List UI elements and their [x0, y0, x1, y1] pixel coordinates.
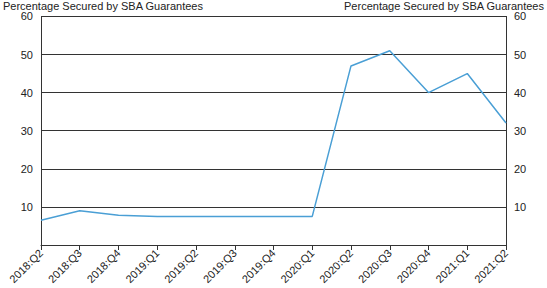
svg-text:30: 30	[514, 125, 526, 137]
svg-text:40: 40	[21, 87, 33, 99]
svg-text:2018:Q3: 2018:Q3	[46, 247, 84, 285]
svg-text:20: 20	[21, 163, 33, 175]
svg-text:10: 10	[21, 201, 33, 213]
svg-text:2019:Q3: 2019:Q3	[201, 247, 239, 285]
svg-text:50: 50	[21, 49, 33, 61]
svg-text:50: 50	[514, 49, 526, 61]
svg-text:2021:Q1: 2021:Q1	[433, 247, 471, 285]
svg-text:20: 20	[514, 163, 526, 175]
svg-text:2020:Q2: 2020:Q2	[317, 247, 355, 285]
svg-text:2020:Q3: 2020:Q3	[356, 247, 394, 285]
svg-text:10: 10	[514, 201, 526, 213]
svg-text:30: 30	[21, 125, 33, 137]
svg-text:2018:Q2: 2018:Q2	[7, 247, 45, 285]
svg-text:60: 60	[514, 10, 526, 22]
svg-text:2019:Q2: 2019:Q2	[162, 247, 200, 285]
svg-text:2021:Q2: 2021:Q2	[472, 247, 510, 285]
svg-text:2019:Q1: 2019:Q1	[123, 247, 161, 285]
svg-text:60: 60	[21, 10, 33, 22]
svg-text:2020:Q1: 2020:Q1	[278, 247, 316, 285]
svg-text:2019:Q4: 2019:Q4	[239, 247, 277, 285]
svg-text:Percentage Secured by SBA Guar: Percentage Secured by SBA Guarantees	[3, 0, 203, 12]
svg-text:2018:Q4: 2018:Q4	[84, 247, 122, 285]
svg-text:40: 40	[514, 87, 526, 99]
svg-text:2020:Q4: 2020:Q4	[394, 247, 432, 285]
